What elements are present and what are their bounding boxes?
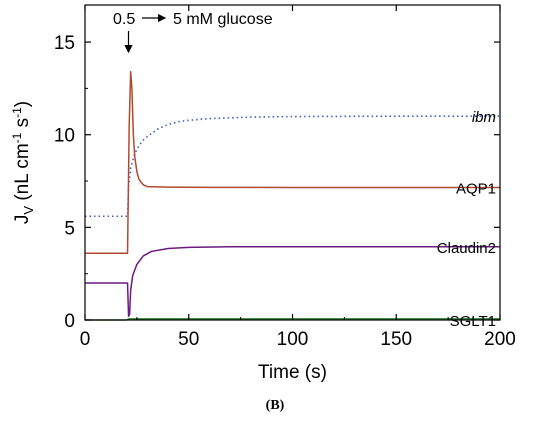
- y-tick-label: 0: [64, 311, 75, 332]
- y-tick-label: 15: [54, 33, 75, 54]
- axes: 0 50 100 150 200 0 5 10 15: [54, 4, 516, 350]
- annotation-to-text: 5 mM glucose: [173, 11, 273, 28]
- y-axis-label-close: ): [12, 101, 33, 107]
- y-axis-label-exp-2: -1: [10, 107, 24, 118]
- y-axis-label-units-b: s: [12, 118, 33, 133]
- series-label-aqp1: AQP1: [456, 181, 496, 198]
- y-tick-label: 5: [64, 218, 75, 239]
- series-label-ibm: ibm: [472, 109, 496, 126]
- y-axis-label-units-a: (nL cm: [12, 143, 33, 206]
- series-label-sglt1: SGLT1: [450, 313, 496, 330]
- labels: ibm AQP1 Claudin2 SGLT1: [437, 109, 496, 330]
- y-axis-label-exp-1: -1: [10, 132, 24, 143]
- x-tick-label: 50: [178, 329, 199, 350]
- x-tick-label: 0: [80, 329, 91, 350]
- x-tick-label: 100: [277, 329, 309, 350]
- x-tick-label: 200: [484, 329, 516, 350]
- x-axis-label: Time (s): [258, 362, 327, 383]
- series-line-aqp1: [85, 70, 500, 255]
- series-line-claudin2: [85, 246, 500, 318]
- x-tick-label: 150: [380, 329, 412, 350]
- annotation-from-text: 0.5: [113, 11, 135, 28]
- y-axis-label-sub: V: [21, 206, 36, 215]
- y-tick-label: 10: [54, 126, 75, 147]
- figure-caption: (B): [265, 398, 285, 413]
- plot-frame: [84, 4, 501, 321]
- y-axis-label: JV (nL cm-1 s-1): [10, 101, 36, 224]
- y-axis-label-main: J: [12, 215, 33, 225]
- series-label-claudin2: Claudin2: [437, 240, 496, 257]
- series-line-ibm: [85, 115, 500, 218]
- plot-layer: [85, 70, 500, 321]
